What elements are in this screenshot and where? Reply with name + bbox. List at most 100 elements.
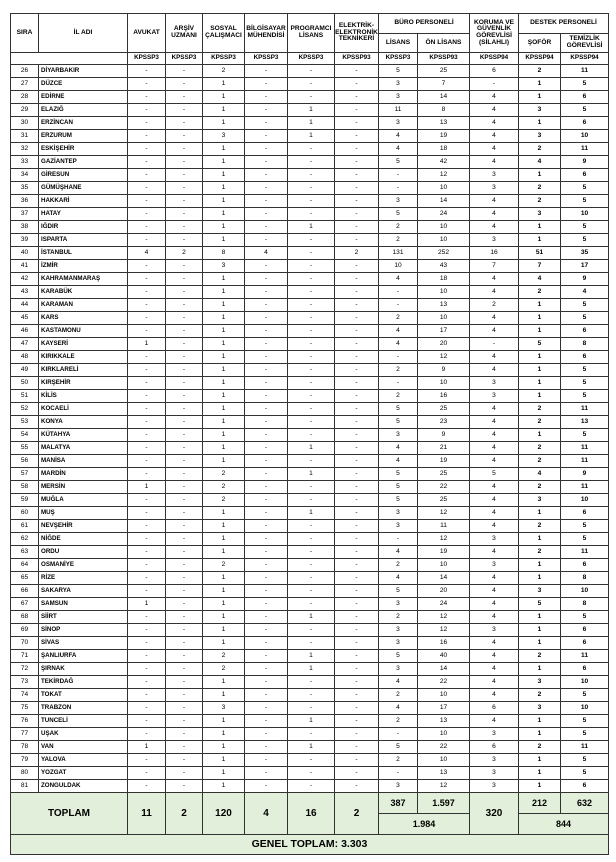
cell-buro-lisans: - — [378, 298, 418, 312]
cell-buro-onlisans: 10 — [416, 233, 471, 247]
cell-temizlik: 17 — [560, 259, 610, 273]
cell-sofor: 1 — [518, 168, 562, 182]
cell-temizlik: 9 — [560, 467, 610, 481]
cell-programci: 1 — [287, 740, 335, 754]
cell-avukat: - — [127, 272, 166, 286]
cell-programci: - — [287, 389, 335, 403]
cell-sofor: 2 — [518, 454, 562, 468]
cell-sofor: 1 — [518, 77, 562, 91]
cell-il-adi: ŞIRNAK — [38, 662, 128, 676]
cell-sira: 58 — [10, 480, 39, 494]
cell-sira: 46 — [10, 324, 39, 338]
cell-koruma: 4 — [469, 103, 520, 117]
cell-sofor: 4 — [518, 272, 562, 286]
cell-temizlik: 8 — [560, 597, 610, 611]
cell-elektrik: - — [334, 714, 379, 728]
cell-buro-lisans: 3 — [378, 90, 418, 104]
cell-sosyal: 1 — [202, 337, 245, 351]
cell-bilgisayar: - — [244, 220, 288, 234]
cell-buro-lisans: 3 — [378, 636, 418, 650]
cell-avukat: - — [127, 441, 166, 455]
cell-elektrik: - — [334, 688, 379, 702]
cell-avukat: - — [127, 727, 166, 741]
cell-sira: 35 — [10, 181, 39, 195]
cell-elektrik: - — [334, 753, 379, 767]
cell-elektrik: - — [334, 194, 379, 208]
cell-elektrik: - — [334, 77, 379, 91]
total-label: TOPLAM — [10, 792, 128, 835]
cell-buro-onlisans: 12 — [416, 350, 471, 364]
cell-programci: - — [287, 532, 335, 546]
cell-bilgisayar: - — [244, 311, 288, 325]
table-row: 26 DİYARBAKIR - -2- - -5 25 6 2 11 — [10, 64, 610, 78]
cell-il-adi: MUŞ — [38, 506, 128, 520]
cell-sosyal: 1 — [202, 142, 245, 156]
cell-sofor: 1 — [518, 558, 562, 572]
cell-bilgisayar: - — [244, 584, 288, 598]
cell-buro-onlisans: 14 — [416, 194, 471, 208]
cell-buro-onlisans: 21 — [416, 441, 471, 455]
cell-koruma: 4 — [469, 402, 520, 416]
cell-bilgisayar: - — [244, 129, 288, 143]
cell-sofor: 1 — [518, 350, 562, 364]
cell-il-adi: SAKARYA — [38, 584, 128, 598]
cell-elektrik: - — [334, 779, 379, 793]
table-row: 47 KAYSERİ 1-1- - -4 20-5 8 — [10, 337, 610, 351]
cell-buro-onlisans: 12 — [416, 532, 471, 546]
table-row: 61 NEVŞEHİR - -1- - -3 11 4 2 5 — [10, 519, 610, 533]
cell-avukat: - — [127, 532, 166, 546]
cell-il-adi: ISPARTA — [38, 233, 128, 247]
cell-avukat: - — [127, 142, 166, 156]
table-row: 80 YOZGAT - -1- - - -13 3 1 5 — [10, 766, 610, 780]
cell-koruma: 2 — [469, 298, 520, 312]
cell-buro-onlisans: 25 — [416, 64, 471, 78]
table-row: 43 KARABÜK - -1- - - -10 4 2 4 — [10, 285, 610, 299]
cell-sofor: 1 — [518, 376, 562, 390]
cell-programci: - — [287, 493, 335, 507]
cell-sofor: 2 — [518, 285, 562, 299]
cell-buro-onlisans: 12 — [416, 623, 471, 637]
cell-avukat: - — [127, 194, 166, 208]
cell-avukat: - — [127, 350, 166, 364]
cell-buro-lisans: 4 — [378, 142, 418, 156]
cell-programci: - — [287, 675, 335, 689]
cell-programci: - — [287, 688, 335, 702]
cell-sosyal: 1 — [202, 155, 245, 169]
cell-il-adi: UŞAK — [38, 727, 128, 741]
cell-temizlik: 6 — [560, 623, 610, 637]
cell-buro-lisans: 5 — [378, 64, 418, 78]
header-buro-personeli: BÜRO PERSONELİ — [377, 13, 471, 34]
cell-koruma: 4 — [469, 480, 520, 494]
cell-koruma: 16 — [469, 246, 520, 260]
cell-il-adi: MANİSA — [38, 454, 128, 468]
cell-temizlik: 5 — [560, 194, 610, 208]
cell-sofor: 1 — [518, 298, 562, 312]
cell-avukat: - — [127, 129, 166, 143]
cell-elektrik: - — [334, 376, 379, 390]
cell-bilgisayar: - — [244, 740, 288, 754]
cell-temizlik: 5 — [560, 610, 610, 624]
table-row: 81 ZONGULDAK - -1- - -3 12 3 1 6 — [10, 779, 610, 793]
cell-il-adi: ORDU — [38, 545, 128, 559]
cell-il-adi: ESKİŞEHİR — [38, 142, 128, 156]
cell-koruma: 3 — [469, 532, 520, 546]
cell-avukat: 1 — [127, 337, 166, 351]
cell-il-adi: ZONGULDAK — [38, 779, 128, 793]
table-row: 56 MANİSA - -1- - -4 19 4 2 11 — [10, 454, 610, 468]
cell-bilgisayar: - — [244, 532, 288, 546]
table-row: 39 ISPARTA - -1- - -2 10 3 1 5 — [10, 233, 610, 247]
cell-sofor: 3 — [518, 701, 562, 715]
cell-sira: 79 — [10, 753, 39, 767]
kpss-row: KPSSP3 KPSSP3 KPSSP3 KPSSP3 KPSSP3 KPSSP93 KPS… — [10, 52, 610, 65]
table-row: 70 SİVAS - -1- - -3 16 4 1 6 — [10, 636, 610, 650]
cell-sosyal: 2 — [202, 649, 245, 663]
cell-sosyal: 3 — [202, 701, 245, 715]
cell-sira: 31 — [10, 129, 39, 143]
cell-arsiv: - — [165, 779, 203, 793]
cell-sira: 51 — [10, 389, 39, 403]
cell-avukat: - — [127, 649, 166, 663]
cell-sosyal: 1 — [202, 181, 245, 195]
cell-temizlik: 11 — [560, 454, 610, 468]
header-temizlik-gorevlisi: TEMİZLİK GÖREVLİSİ — [560, 33, 610, 53]
cell-koruma: 3 — [469, 181, 520, 195]
